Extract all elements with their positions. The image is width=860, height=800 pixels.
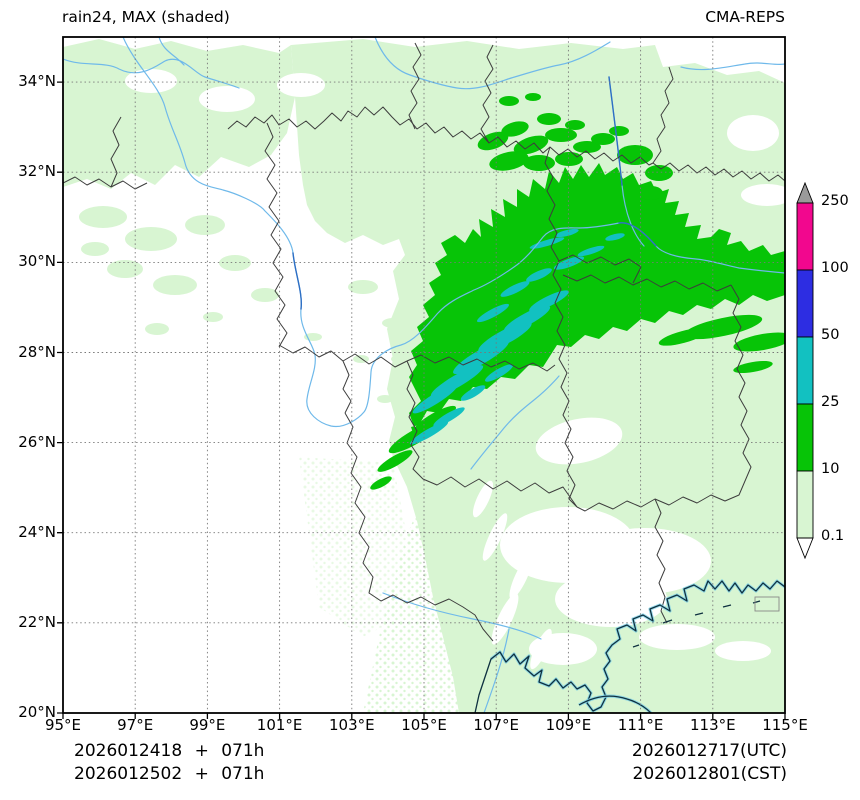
x-axis-ticks [62, 713, 786, 719]
x-tick-label: 99°E [189, 716, 226, 734]
province-borders-layer [63, 42, 785, 642]
precip-teal-layer [409, 228, 625, 445]
colorbar-under-arrow [796, 537, 814, 560]
x-tick-label: 113°E [689, 716, 736, 734]
x-tick-label: 105°E [401, 716, 447, 734]
colorbar-label: 100 [821, 260, 849, 276]
valid-time-block: 2026012717(UTC) 2026012801(CST) [632, 740, 787, 786]
y-tick-label: 32°N [18, 162, 56, 180]
x-tick-label: 115°E [762, 716, 808, 734]
y-tick-label: 24°N [18, 523, 56, 541]
y-tick-label: 28°N [18, 343, 56, 361]
x-tick-label: 95°E [44, 716, 82, 734]
init-time-cst: 2026012502 + 071h [74, 764, 265, 784]
y-tick-label: 20°N [18, 703, 56, 721]
colorbar-label: 25 [821, 394, 840, 410]
y-tick-label: 22°N [18, 613, 56, 631]
speckle-zone-west [299, 457, 407, 637]
y-tick-label: 30°N [18, 252, 56, 270]
init-time-block: 2026012418 + 071h 2026012502 + 071h [74, 740, 264, 786]
y-tick-label: 34°N [18, 72, 56, 90]
init-time-utc: 2026012418 + 071h [74, 741, 265, 761]
x-tick-label: 111°E [617, 716, 664, 734]
colorbar [796, 182, 814, 560]
region-box [754, 596, 780, 612]
map-canvas [57, 36, 786, 719]
colorbar-label: 10 [821, 461, 840, 477]
y-tick-label: 26°N [18, 433, 56, 451]
page-title: rain24, MAX (shaded) [62, 8, 230, 26]
colorbar-over-arrow [796, 182, 814, 204]
model-name-label: CMA-REPS [705, 8, 785, 26]
y-axis-ticks [57, 81, 63, 714]
coastline-layer [474, 579, 785, 713]
x-tick-label: 97°E [117, 716, 154, 734]
x-tick-label: 107°E [473, 716, 519, 734]
x-tick-label: 103°E [328, 716, 375, 734]
colorbar-label: 50 [821, 327, 840, 343]
colorbar-label: 250 [821, 193, 849, 209]
valid-time-utc: 2026012717(UTC) [631, 741, 787, 761]
x-tick-label: 109°E [545, 716, 592, 734]
dry-holes-layer [125, 69, 785, 670]
valid-time-cst: 2026012801(CST) [632, 764, 787, 784]
rivers-layer [63, 37, 785, 713]
colorbar-label: 0.1 [821, 528, 845, 544]
x-tick-label: 101°E [256, 716, 303, 734]
